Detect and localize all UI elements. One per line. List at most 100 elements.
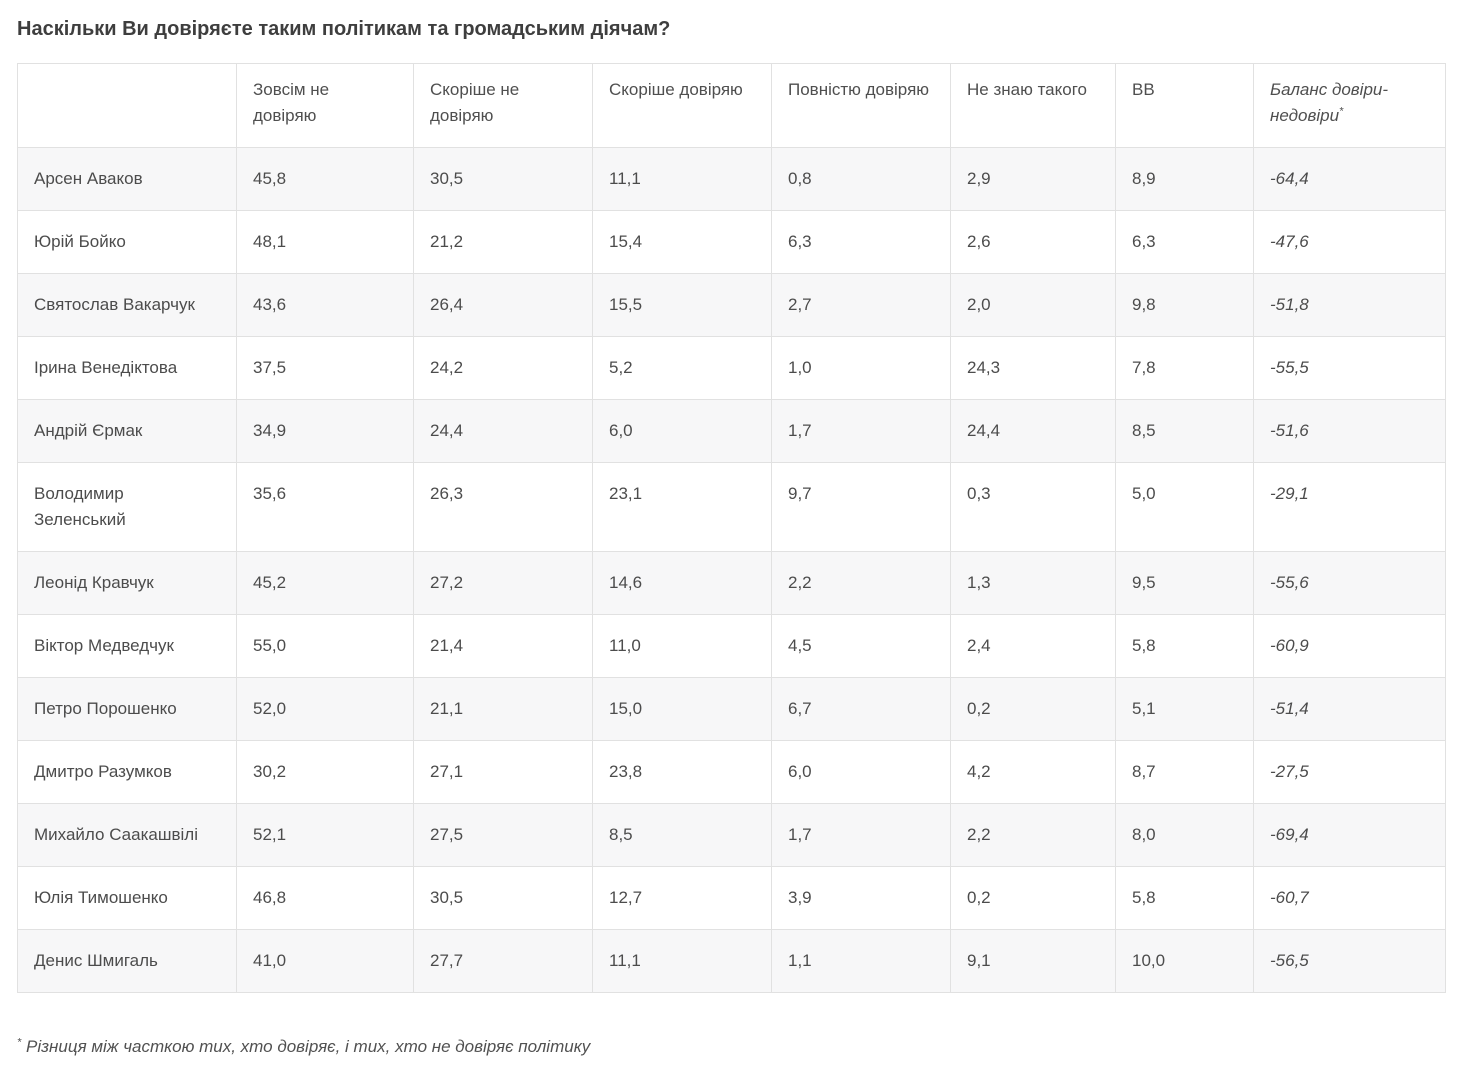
value-cell: 1,7 <box>771 399 951 463</box>
footnote: * Різниця між часткою тих, хто довіряє, … <box>17 1035 1445 1059</box>
value-cell: 8,9 <box>1115 147 1254 211</box>
value-cell: 0,3 <box>950 462 1116 552</box>
footnote-asterisk: * <box>17 1036 22 1049</box>
value-cell: 21,1 <box>413 677 593 741</box>
value-cell: 6,3 <box>1115 210 1254 274</box>
value-cell: 52,0 <box>236 677 414 741</box>
value-cell: 8,5 <box>592 803 772 867</box>
balance-value: -27,5 <box>1253 740 1446 804</box>
value-cell: 2,0 <box>950 273 1116 337</box>
politician-name: Ірина Венедіктова <box>17 336 237 400</box>
value-cell: 45,2 <box>236 551 414 615</box>
value-cell: 1,0 <box>771 336 951 400</box>
politician-name: Петро Порошенко <box>17 677 237 741</box>
value-cell: 11,0 <box>592 614 772 678</box>
value-cell: 23,8 <box>592 740 772 804</box>
politician-name: Леонід Кравчук <box>17 551 237 615</box>
value-cell: 7,8 <box>1115 336 1254 400</box>
column-header: Скоріше не довіряю <box>413 63 593 148</box>
table-row: Віктор Медведчук 55,0 21,4 11,0 4,5 2,4 5,8 -60… <box>17 614 1446 678</box>
value-cell: 27,1 <box>413 740 593 804</box>
value-cell: 9,8 <box>1115 273 1254 337</box>
value-cell: 1,1 <box>771 929 951 993</box>
table-row: Володимир Зеленський 35,6 26,3 23,1 9,7 0,3 5,… <box>17 462 1446 552</box>
value-cell: 8,5 <box>1115 399 1254 463</box>
value-cell: 2,9 <box>950 147 1116 211</box>
table-row: Михайло Саакашвілі 52,1 27,5 8,5 1,7 2,2 8,0 -6… <box>17 803 1446 867</box>
value-cell: 45,8 <box>236 147 414 211</box>
value-cell: 21,2 <box>413 210 593 274</box>
column-header: Скоріше довіряю <box>592 63 772 148</box>
value-cell: 30,5 <box>413 147 593 211</box>
politician-name: Андрій Єрмак <box>17 399 237 463</box>
corner-cell <box>17 63 237 148</box>
value-cell: 6,3 <box>771 210 951 274</box>
footnote-text: Різниця між часткою тих, хто довіряє, і … <box>26 1037 591 1056</box>
politician-name: Юлія Тимошенко <box>17 866 237 930</box>
value-cell: 24,4 <box>950 399 1116 463</box>
value-cell: 1,7 <box>771 803 951 867</box>
value-cell: 48,1 <box>236 210 414 274</box>
column-header: ВВ <box>1115 63 1254 148</box>
value-cell: 30,5 <box>413 866 593 930</box>
table-body: Арсен Аваков 45,8 30,5 11,1 0,8 2,9 8,9 -64,4 Юр… <box>17 147 1446 993</box>
balance-value: -56,5 <box>1253 929 1446 993</box>
value-cell: 14,6 <box>592 551 772 615</box>
column-header: Зовсім не довіряю <box>236 63 414 148</box>
value-cell: 6,0 <box>592 399 772 463</box>
balance-value: -55,6 <box>1253 551 1446 615</box>
value-cell: 52,1 <box>236 803 414 867</box>
politician-name: Віктор Медведчук <box>17 614 237 678</box>
value-cell: 43,6 <box>236 273 414 337</box>
politician-name: Михайло Саакашвілі <box>17 803 237 867</box>
politician-name: Денис Шмигаль <box>17 929 237 993</box>
value-cell: 9,1 <box>950 929 1116 993</box>
value-cell: 26,3 <box>413 462 593 552</box>
value-cell: 6,7 <box>771 677 951 741</box>
value-cell: 5,8 <box>1115 614 1254 678</box>
value-cell: 55,0 <box>236 614 414 678</box>
balance-value: -51,4 <box>1253 677 1446 741</box>
value-cell: 2,2 <box>950 803 1116 867</box>
table-row: Юрій Бойко 48,1 21,2 15,4 6,3 2,6 6,3 -47,6 <box>17 210 1446 274</box>
value-cell: 34,9 <box>236 399 414 463</box>
politician-name: Святослав Вакарчук <box>17 273 237 337</box>
header-row: Зовсім не довіряю Скоріше не довіряю Скорі… <box>17 63 1446 148</box>
value-cell: 24,2 <box>413 336 593 400</box>
value-cell: 2,2 <box>771 551 951 615</box>
table-row: Дмитро Разумков 30,2 27,1 23,8 6,0 4,2 8,7 -27,… <box>17 740 1446 804</box>
value-cell: 12,7 <box>592 866 772 930</box>
table-row: Денис Шмигаль 41,0 27,7 11,1 1,1 9,1 10,0 -56,5 <box>17 929 1446 993</box>
value-cell: 5,8 <box>1115 866 1254 930</box>
table-row: Петро Порошенко 52,0 21,1 15,0 6,7 0,2 5,1 -51,… <box>17 677 1446 741</box>
politician-name: Дмитро Разумков <box>17 740 237 804</box>
value-cell: 26,4 <box>413 273 593 337</box>
value-cell: 11,1 <box>592 147 772 211</box>
politician-name: Юрій Бойко <box>17 210 237 274</box>
value-cell: 41,0 <box>236 929 414 993</box>
header-asterisk: * <box>1339 105 1344 118</box>
value-cell: 8,0 <box>1115 803 1254 867</box>
value-cell: 10,0 <box>1115 929 1254 993</box>
page-container: Наскільки Ви довіряєте таким політикам т… <box>0 16 1462 1084</box>
column-header: Баланс довіри-недовіри* <box>1253 63 1446 148</box>
value-cell: 27,5 <box>413 803 593 867</box>
balance-value: -47,6 <box>1253 210 1446 274</box>
value-cell: 4,2 <box>950 740 1116 804</box>
value-cell: 1,3 <box>950 551 1116 615</box>
value-cell: 27,2 <box>413 551 593 615</box>
value-cell: 5,0 <box>1115 462 1254 552</box>
table-row: Арсен Аваков 45,8 30,5 11,1 0,8 2,9 8,9 -64,4 <box>17 147 1446 211</box>
trust-table: Зовсім не довіряю Скоріше не довіряю Скорі… <box>17 63 1446 993</box>
value-cell: 23,1 <box>592 462 772 552</box>
value-cell: 9,5 <box>1115 551 1254 615</box>
value-cell: 11,1 <box>592 929 772 993</box>
value-cell: 0,2 <box>950 866 1116 930</box>
value-cell: 5,1 <box>1115 677 1254 741</box>
value-cell: 30,2 <box>236 740 414 804</box>
value-cell: 6,0 <box>771 740 951 804</box>
politician-name: Володимир Зеленський <box>17 462 237 552</box>
balance-value: -51,6 <box>1253 399 1446 463</box>
page-title: Наскільки Ви довіряєте таким політикам т… <box>17 18 671 40</box>
value-cell: 2,4 <box>950 614 1116 678</box>
